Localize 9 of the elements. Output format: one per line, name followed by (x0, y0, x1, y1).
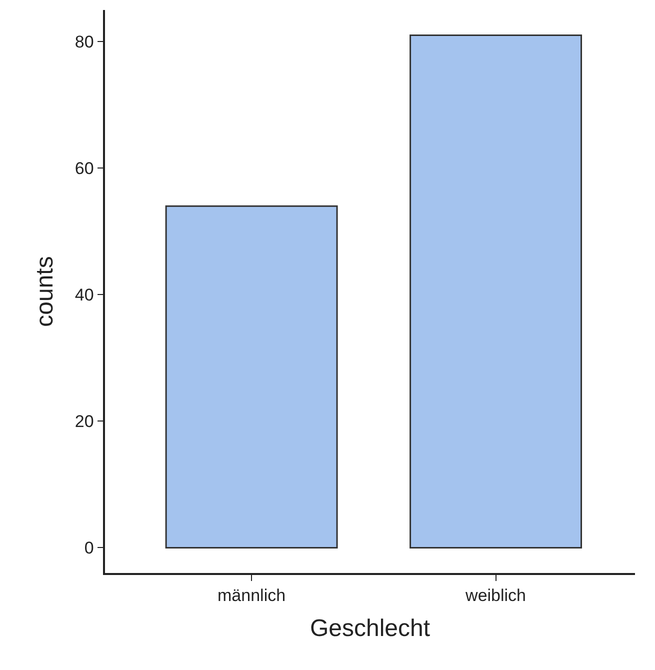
x-axis-title: Geschlecht (310, 614, 430, 642)
y-axis-title: counts (32, 256, 59, 327)
y-tick-label: 60 (74, 159, 94, 178)
x-tick-label: weiblich (464, 586, 526, 606)
x-tick-label: männlich (218, 586, 286, 606)
y-tick-label: 20 (74, 412, 94, 432)
y-tick-label: 40 (74, 286, 94, 305)
y-tick-label: 0 (84, 538, 94, 558)
y-tick-label: 80 (74, 32, 94, 52)
